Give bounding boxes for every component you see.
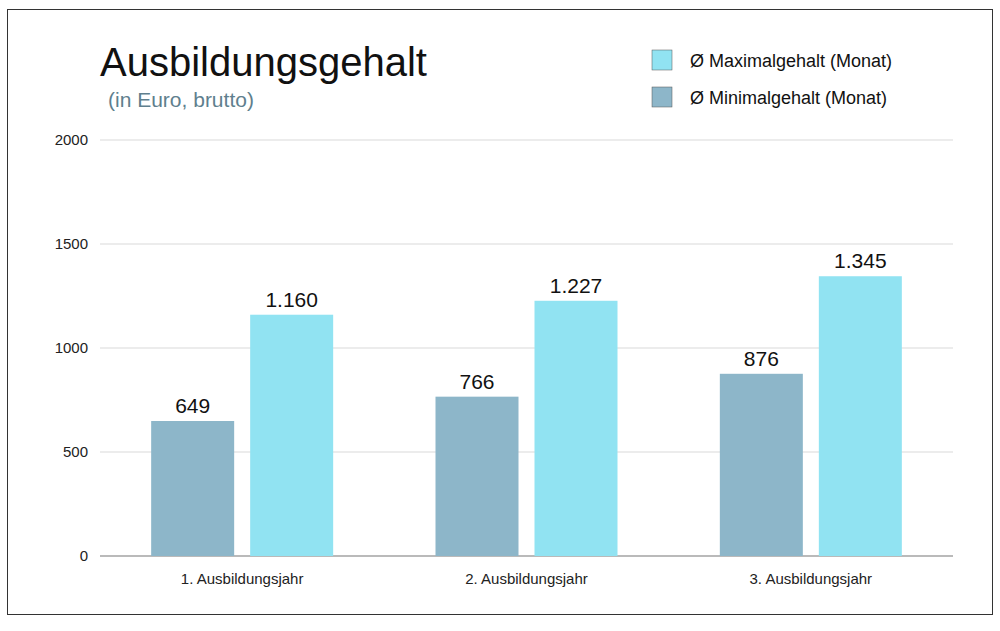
chart-container: Ausbildungsgehalt (in Euro, brutto) 0 500 10… (0, 0, 1000, 631)
y-tick-label: 1500 (55, 235, 88, 252)
data-label: 876 (744, 347, 779, 370)
legend-swatch (652, 50, 672, 70)
y-axis-range (100, 140, 101, 556)
frame (8, 10, 993, 615)
data-label: 766 (459, 370, 494, 393)
data-label: 1.345 (834, 249, 887, 272)
data-label: 1.160 (265, 288, 318, 311)
labels: 1. Ausbildungsjahr 649 1.160 2. Ausbildungs… (175, 249, 886, 587)
grid-line (100, 244, 953, 245)
legend-label: Ø Maximalgehalt (Monat) (690, 51, 892, 71)
y-tick-label: 500 (63, 443, 88, 460)
chart-svg: Ausbildungsgehalt (in Euro, brutto) 0 500 10… (0, 0, 1000, 631)
bar (535, 301, 618, 556)
x-tick-label: 1. Ausbildungsjahr (181, 570, 304, 587)
grid-line (100, 140, 953, 141)
y-tick-label: 2000 (55, 131, 88, 148)
bar (819, 276, 902, 556)
data-label: 1.227 (550, 274, 603, 297)
bar (720, 374, 803, 556)
title: Ausbildungsgehalt (100, 40, 427, 84)
bars (151, 276, 902, 556)
legend: Ø Maximalgehalt (Monat) Ø Minimalgehalt (… (652, 50, 892, 108)
subtitle: (in Euro, brutto) (108, 88, 254, 111)
x-tick-label: 2. Ausbildungsjahr (465, 570, 588, 587)
bar (151, 421, 234, 556)
bar (250, 315, 333, 556)
y-tick-label: 1000 (55, 339, 88, 356)
x-tick-label: 3. Ausbildungsjahr (750, 570, 873, 587)
data-label: 649 (175, 394, 210, 417)
bar (436, 397, 519, 556)
legend-label: Ø Minimalgehalt (Monat) (690, 88, 887, 108)
legend-swatch (652, 87, 672, 107)
y-tick-label: 0 (80, 547, 88, 564)
